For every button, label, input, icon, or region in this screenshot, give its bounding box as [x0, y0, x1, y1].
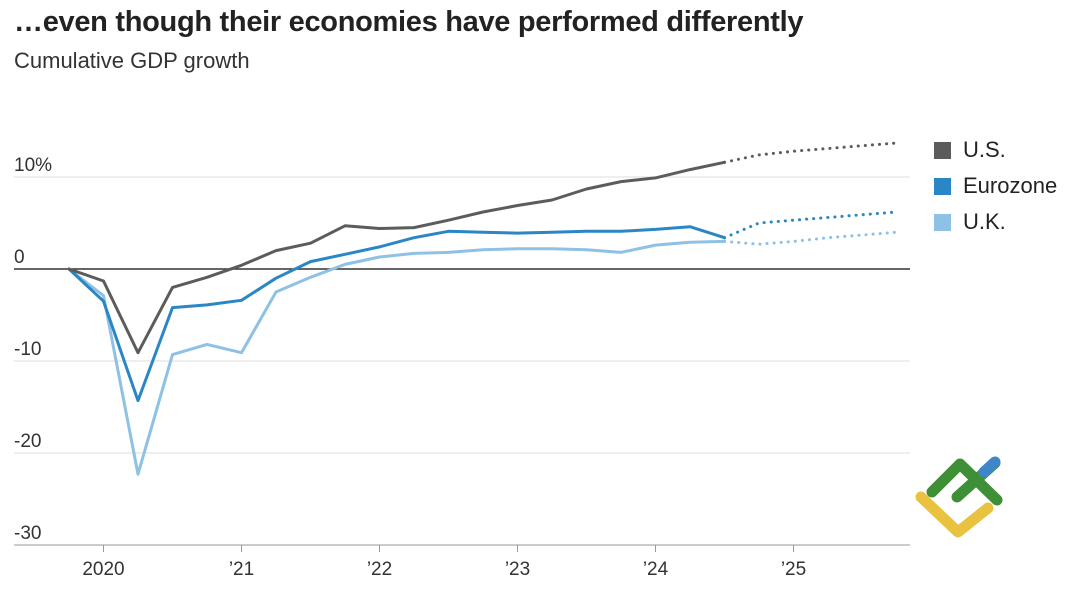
legend-label-us: U.S. [963, 137, 1006, 162]
series-line-eurozone [67, 225, 726, 403]
y-tick-label: -20 [14, 431, 41, 452]
forecast-line-us [723, 141, 899, 164]
legend-label-eurozone: Eurozone [963, 173, 1058, 198]
x-tick-label: ’25 [781, 559, 806, 580]
legend-swatch-uk [934, 213, 951, 231]
forecast-line-eurozone [723, 210, 899, 240]
chart-title: …even though their economies have perfor… [14, 6, 804, 38]
y-axis-ticks: 10% 0 -10 -20 -30 [14, 155, 52, 544]
legend-swatch-eurozone [934, 177, 951, 195]
x-tick-label: ’23 [505, 559, 530, 580]
series-line-uk [67, 239, 726, 476]
x-tick-label: ’22 [367, 559, 392, 580]
legend-label-uk: U.K. [963, 209, 1006, 234]
legend-swatch-us [934, 141, 951, 159]
y-tick-label: -30 [14, 523, 41, 544]
watermark-logo-icon [915, 456, 1003, 538]
series-lines [67, 141, 899, 476]
legend: U.S. Eurozone U.K. [934, 132, 1057, 240]
chart-subtitle: Cumulative GDP growth [14, 48, 250, 73]
y-tick-label: 10% [14, 155, 52, 176]
legend-item-eurozone: Eurozone [934, 168, 1057, 204]
x-tick-label: ’21 [229, 559, 254, 580]
x-axis-ticks: 2020 ’21 ’22 ’23 ’24 ’25 [82, 545, 806, 580]
forecast-line-uk [723, 230, 899, 246]
y-tick-label: 0 [14, 247, 25, 268]
x-tick-label: 2020 [82, 559, 124, 580]
legend-item-us: U.S. [934, 132, 1057, 168]
series-line-us [67, 160, 726, 355]
x-tick-label: ’24 [643, 559, 669, 580]
gridlines [14, 176, 910, 546]
legend-item-uk: U.K. [934, 204, 1057, 240]
y-tick-label: -10 [14, 339, 41, 360]
